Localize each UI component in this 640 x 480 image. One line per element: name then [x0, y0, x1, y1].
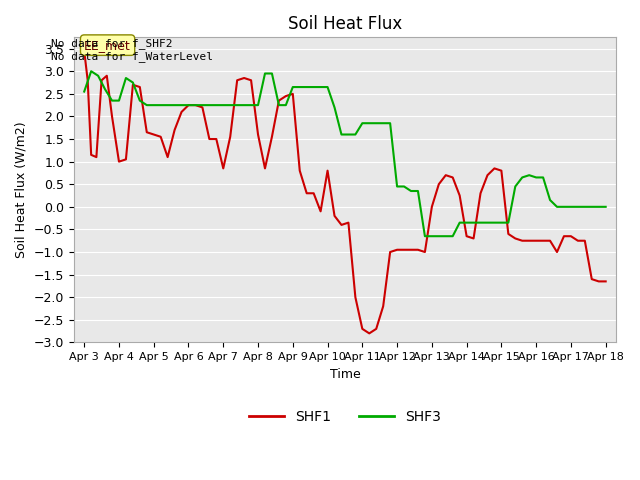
Title: Soil Heat Flux: Soil Heat Flux — [288, 15, 402, 33]
SHF1 — [365, 331, 373, 336]
SHF1 — [103, 73, 111, 79]
Text: No data for f_SHF2
No data for f_WaterLevel: No data for f_SHF2 No data for f_WaterLe… — [51, 38, 213, 62]
Legend: SHF1, SHF3: SHF1, SHF3 — [244, 404, 446, 430]
Text: EE_met: EE_met — [84, 38, 131, 52]
SHF3 — [421, 233, 429, 239]
Y-axis label: Soil Heat Flux (W/m2): Soil Heat Flux (W/m2) — [15, 121, 28, 258]
X-axis label: Time: Time — [330, 368, 360, 381]
SHF3 — [511, 184, 519, 190]
SHF1 — [338, 222, 346, 228]
SHF3 — [442, 233, 449, 239]
Line: SHF1: SHF1 — [84, 51, 605, 334]
Line: SHF3: SHF3 — [84, 71, 605, 236]
SHF1 — [296, 168, 303, 174]
SHF1 — [240, 75, 248, 81]
SHF1 — [456, 192, 463, 198]
SHF3 — [358, 120, 366, 126]
SHF3 — [602, 204, 609, 210]
SHF3 — [81, 89, 88, 95]
SHF1 — [81, 48, 88, 54]
SHF3 — [136, 98, 143, 104]
SHF3 — [428, 233, 436, 239]
SHF1 — [602, 278, 609, 284]
SHF3 — [268, 71, 276, 76]
SHF1 — [157, 134, 164, 140]
SHF3 — [87, 68, 95, 74]
